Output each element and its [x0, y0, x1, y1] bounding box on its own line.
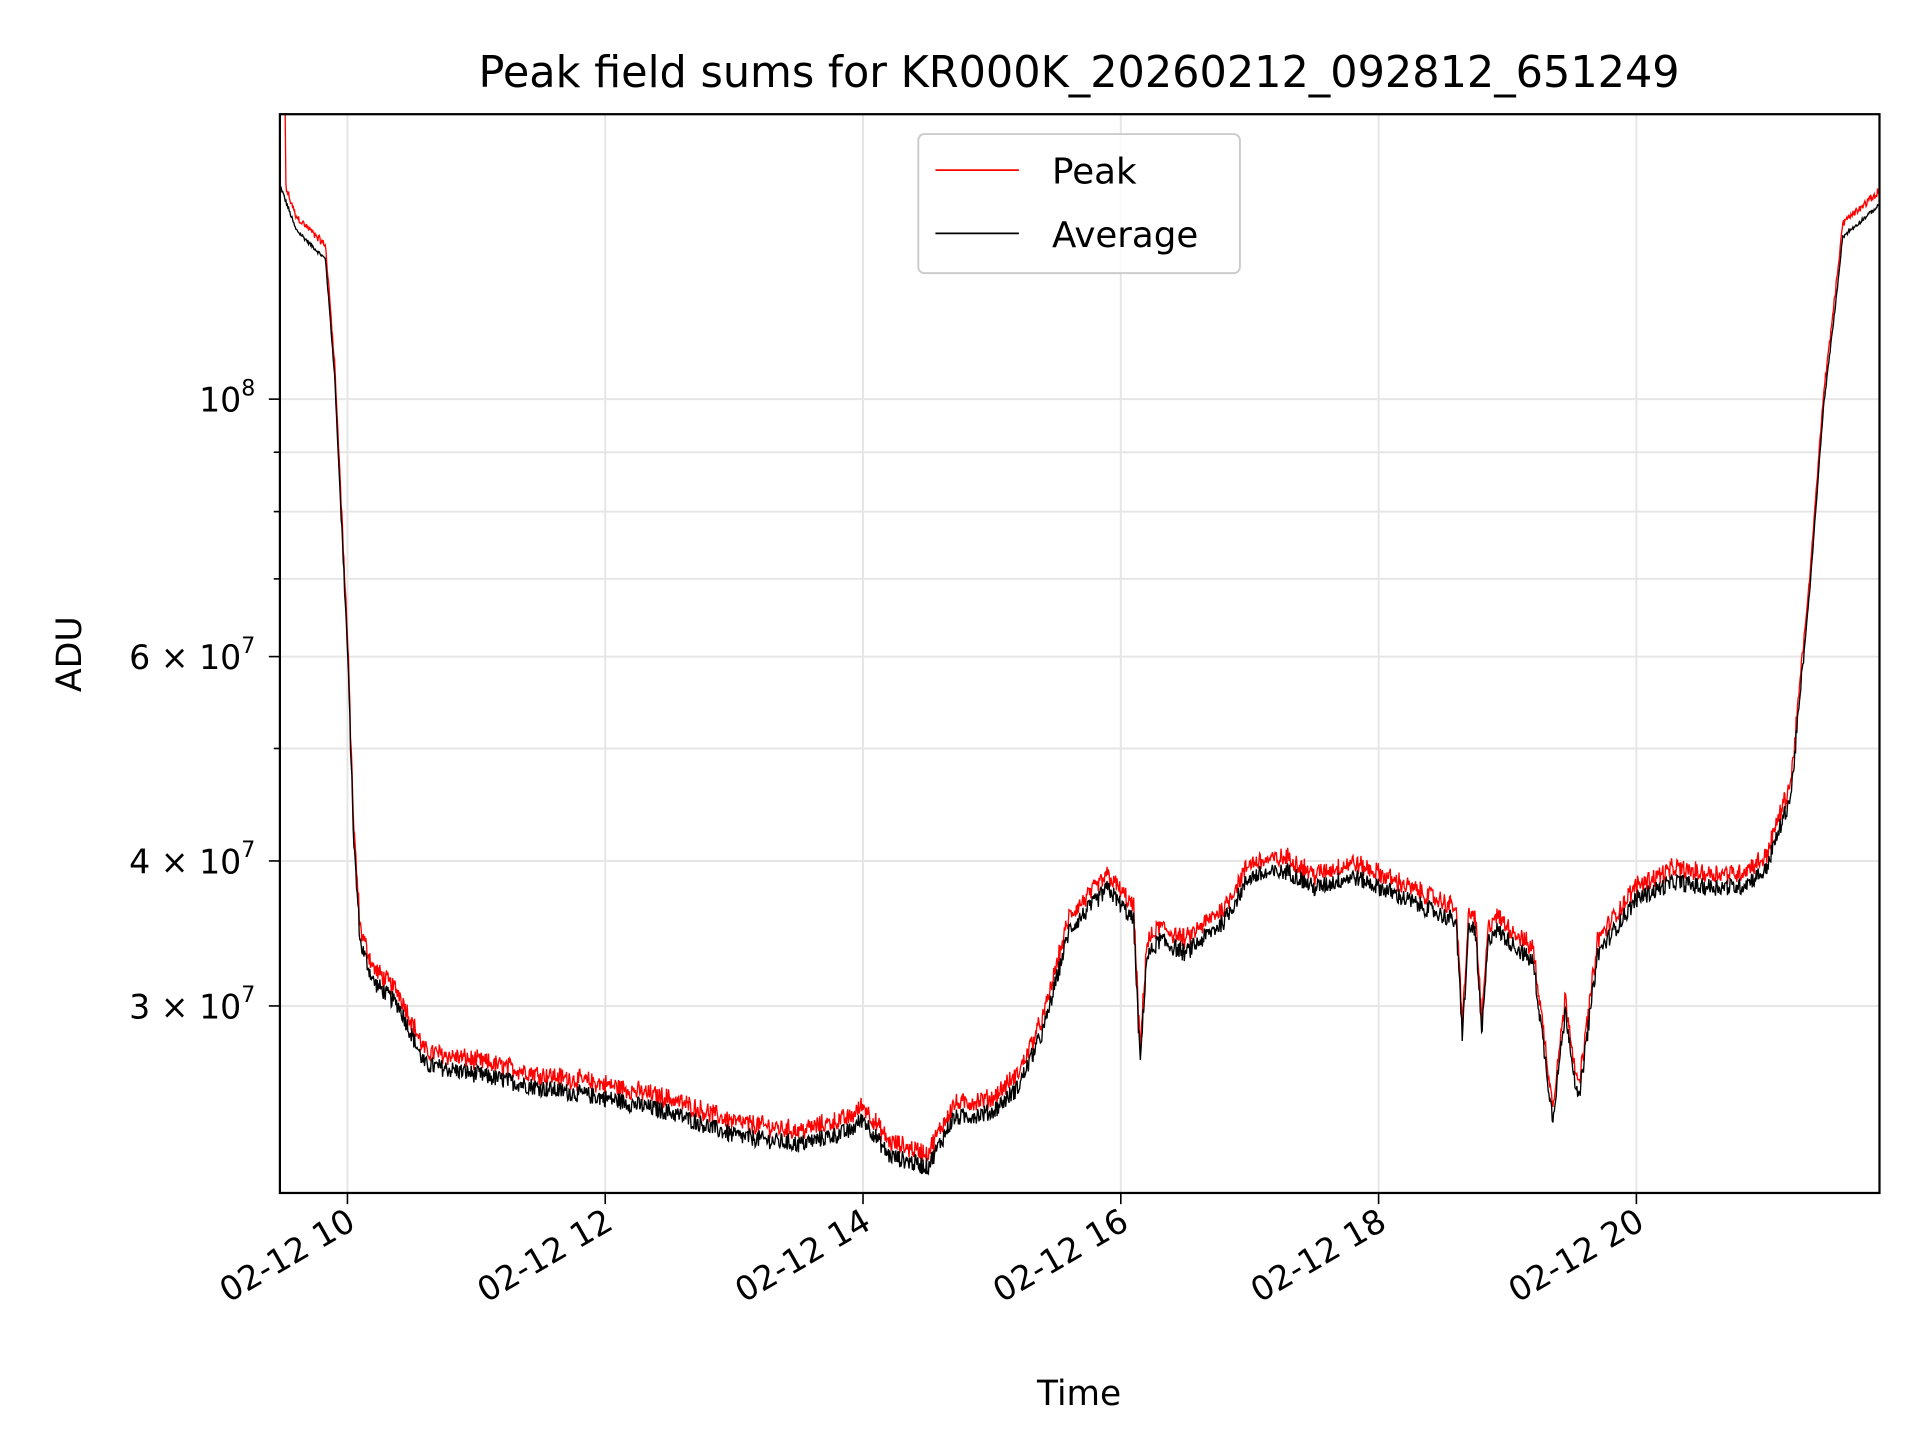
x-tick-label: 02-12 16 [986, 1201, 1134, 1310]
y-tick-label: 6 × 107 [129, 633, 255, 677]
legend-box [917, 133, 1241, 275]
chart-title: Peak field sums for KR000K_20260212_0928… [479, 48, 1680, 98]
x-axis-label: Time [1036, 1374, 1121, 1414]
legend: Peak Average [917, 133, 1241, 275]
plot-frame [278, 113, 1881, 1195]
average-series-line [279, 184, 1880, 1176]
legend-average-label: Average [1052, 215, 1198, 256]
y-tick-label: 3 × 107 [129, 982, 255, 1026]
y-tick-label: 108 [199, 375, 255, 419]
x-tick-label: 02-12 12 [471, 1201, 619, 1310]
series-group [279, 113, 1881, 1176]
x-tick-label: 02-12 18 [1244, 1201, 1392, 1310]
x-tick-label: 02-12 14 [728, 1201, 876, 1310]
legend-peak-label: Peak [1052, 152, 1137, 193]
axis-ticks: 02-12 10 02-12 12 02-12 14 02-12 16 02-12 18… [129, 375, 1650, 1310]
x-tick-label: 02-12 10 [213, 1201, 361, 1310]
y-axis-label: ADU [50, 616, 90, 692]
x-tick-label: 02-12 20 [1502, 1201, 1650, 1310]
grid [279, 114, 1880, 1193]
y-tick-label: 4 × 107 [129, 837, 255, 881]
peak-series-line [279, 113, 1881, 1162]
